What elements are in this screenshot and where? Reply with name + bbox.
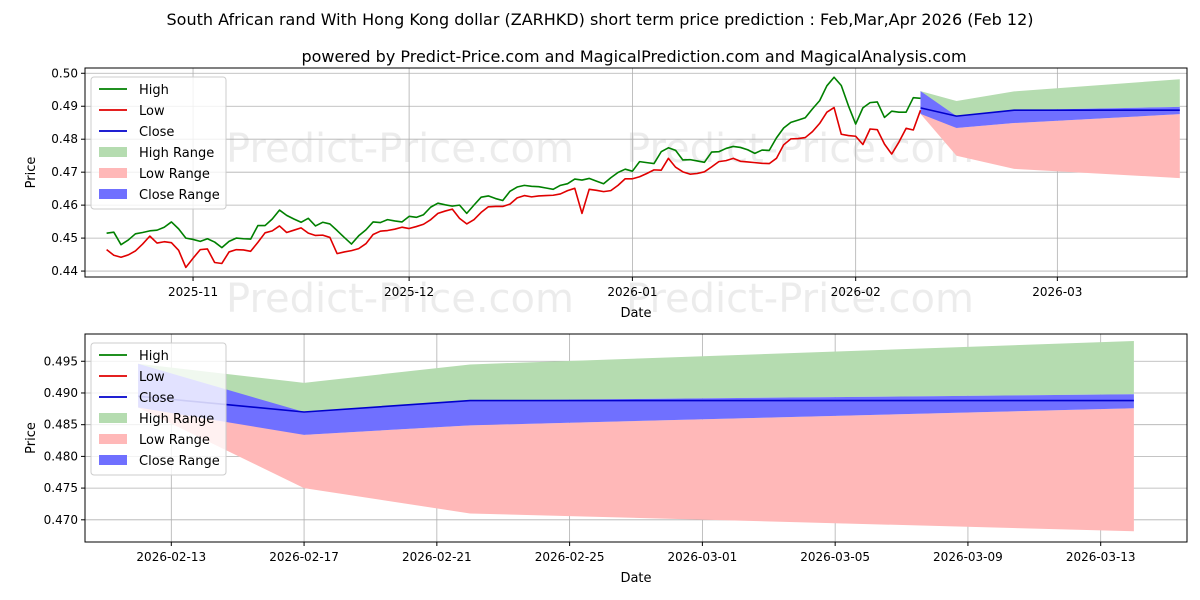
low-range-band <box>138 399 1134 532</box>
y-tick-label: 0.47 <box>51 165 78 179</box>
legend-high-label: High <box>139 83 169 98</box>
legend-high-range-swatch <box>99 413 127 423</box>
x-axis-label: Date <box>620 306 651 321</box>
watermark: Predict-Price.com <box>226 276 574 322</box>
x-tick-label: 2026-02-17 <box>269 550 339 564</box>
legend: High Low Close High Range Low Range Close Ran… <box>90 342 227 476</box>
high-series-line <box>106 76 921 249</box>
x-tick-label: 2026-02-21 <box>402 550 472 564</box>
bottom-panel: 0.470 0.475 0.480 0.485 0.490 0.495 2026-02-13… <box>24 333 1188 586</box>
low-range-band <box>920 109 1180 179</box>
legend: High Low Close High Range Low Range Close Ran… <box>90 76 227 210</box>
x-tick-label: 2026-02 <box>831 285 881 299</box>
x-tick-label: 2025-11 <box>168 285 218 299</box>
chart-title: South African rand With Hong Kong dollar… <box>167 10 1034 29</box>
watermark: Predict-Price.com <box>226 126 574 172</box>
y-tick-label: 0.495 <box>44 354 78 368</box>
x-tick-label: 2026-03-09 <box>933 550 1003 564</box>
y-tick-label: 0.490 <box>44 386 78 400</box>
high-range-band <box>920 79 1180 117</box>
close-series-line <box>920 107 1180 117</box>
watermark: Predict-Price.com <box>626 276 974 322</box>
y-axis-label: Price <box>24 157 39 189</box>
y-tick-label: 0.46 <box>51 198 78 212</box>
plot-area <box>138 340 1134 532</box>
y-tick-label: 0.470 <box>44 513 78 527</box>
legend-low-range-swatch <box>99 434 127 444</box>
legend-high-range-label: High Range <box>139 146 214 161</box>
chart-subtitle: powered by Predict-Price.com and Magical… <box>301 47 966 66</box>
close-range-band <box>138 363 1134 435</box>
y-tick-label: 0.50 <box>51 66 78 80</box>
y-axis-label: Price <box>24 422 39 454</box>
legend-close-range-swatch <box>99 455 127 465</box>
x-tick-label: 2026-03-01 <box>668 550 738 564</box>
legend-close-range-label: Close Range <box>139 188 220 203</box>
plot-area <box>106 76 1180 269</box>
legend-high-label: High <box>139 349 169 364</box>
legend-high-range-label: High Range <box>139 412 214 427</box>
legend-close-label: Close <box>139 391 174 406</box>
y-tick-label: 0.44 <box>51 264 78 278</box>
legend-low-label: Low <box>139 104 165 119</box>
legend-low-label: Low <box>139 370 165 385</box>
y-tick-label: 0.485 <box>44 418 78 432</box>
x-tick-label: 2026-01 <box>607 285 657 299</box>
legend-close-range-label: Close Range <box>139 454 220 469</box>
x-tick-label: 2025-12 <box>384 285 434 299</box>
legend-close-label: Close <box>139 125 174 140</box>
legend-high-range-swatch <box>99 147 127 157</box>
x-tick-label: 2026-02-13 <box>136 550 206 564</box>
high-range-band <box>138 340 1134 412</box>
y-tick-label: 0.45 <box>51 231 78 245</box>
y-tick-label: 0.48 <box>51 132 78 146</box>
legend-low-range-label: Low Range <box>139 433 210 448</box>
x-tick-label: 2026-03-13 <box>1066 550 1136 564</box>
legend-low-range-label: Low Range <box>139 167 210 182</box>
legend-low-range-swatch <box>99 168 127 178</box>
y-tick-label: 0.49 <box>51 99 78 113</box>
x-tick-label: 2026-03-05 <box>800 550 870 564</box>
x-axis-label: Date <box>620 571 651 586</box>
y-tick-label: 0.480 <box>44 449 78 463</box>
watermark: Predict-Price.com <box>626 126 974 172</box>
top-panel: 0.44 0.45 0.46 0.47 0.48 0.49 0.50 2025-11 2025-… <box>24 66 1188 321</box>
x-tick-label: 2026-02-25 <box>535 550 605 564</box>
x-tick-label: 2026-03 <box>1032 285 1082 299</box>
y-tick-label: 0.475 <box>44 481 78 495</box>
legend-close-range-swatch <box>99 189 127 199</box>
axes-frame <box>84 333 1188 543</box>
low-series-line <box>106 106 922 269</box>
